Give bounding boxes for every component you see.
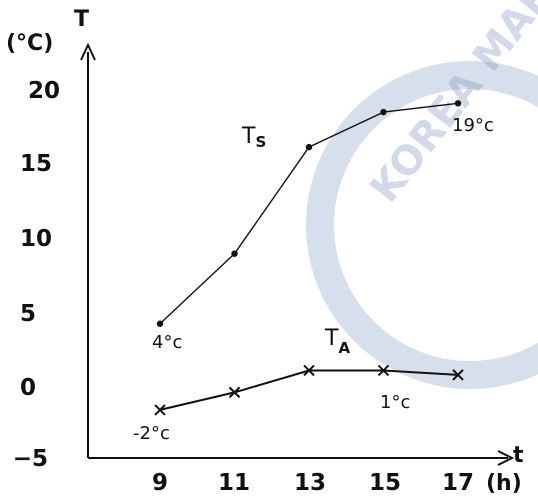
annotation-ta-mid: 1°c [380,392,410,413]
x-tick-label: 9 [152,470,168,496]
data-point-ta [377,364,390,377]
y-tick-label: −5 [13,446,48,472]
data-point-ts [380,108,387,116]
y-tick-labels: 20 15 10 5 0 −5 [13,78,60,472]
y-tick-label: 0 [20,375,36,401]
y-tick-label: 20 [28,78,60,104]
y-tick-label: 5 [20,301,36,327]
series-label-ta-main: T [324,326,339,351]
annotation-ts-start: 4°c [152,332,182,353]
annotation-ts-end: 19°c [452,115,494,136]
x-tick-label: 13 [294,470,326,496]
x-tick-label: 15 [369,470,401,496]
data-point-ts [231,250,238,257]
data-point-ta [303,364,315,377]
annotation-ta-start: -2°c [133,423,170,444]
series-label-ts-sub: S [255,133,266,151]
data-point-ts [454,100,462,107]
series-label-ta-sub: A [338,339,350,357]
axes [80,42,515,466]
x-tick-label: 11 [218,470,250,496]
y-tick-label: 10 [20,226,52,252]
data-point-ta [154,404,166,416]
data-point-ts [305,143,313,151]
x-axis-arrow [497,450,515,466]
data-point-ta [452,369,464,381]
x-axis-unit: (h) [486,471,522,496]
y-axis-unit: (°C) [6,31,53,56]
series-label-ts: TS [241,124,266,151]
watermark-seal: KOREA MARITIME [306,0,538,389]
data-point-ts [156,320,164,327]
x-axis-label: t [513,443,524,468]
y-tick-label: 15 [20,151,52,177]
x-tick-labels: 9 11 13 15 17 [152,470,474,496]
data-point-ta [228,386,241,399]
series-markers [154,100,464,416]
series-label-ta: TA [324,326,350,357]
y-axis-label: T [74,7,89,32]
series-label-ts-main: T [241,124,256,149]
x-tick-label: 17 [442,470,474,496]
y-axis-arrow [80,42,96,61]
